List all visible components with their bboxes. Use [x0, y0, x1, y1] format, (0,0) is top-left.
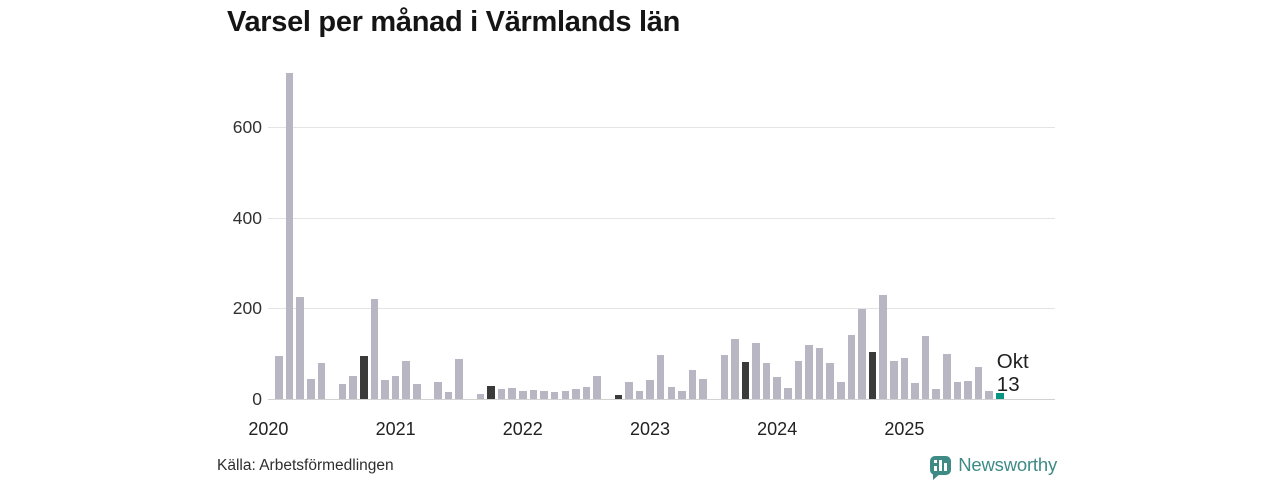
bar [794, 360, 803, 399]
bar [911, 383, 919, 399]
bar [296, 297, 304, 399]
bar [582, 386, 591, 399]
x-tick-label: 2021 [375, 419, 416, 439]
bar [900, 358, 909, 399]
bar [285, 72, 294, 399]
bar [593, 376, 601, 399]
annotation-value: 13 [996, 373, 1020, 396]
brand-name: Newsworthy [958, 454, 1057, 475]
bar [381, 380, 389, 399]
logo-dot [934, 459, 938, 463]
newsworthy-logo: Newsworthy [930, 454, 1057, 480]
bar [550, 392, 559, 399]
bar [646, 380, 654, 399]
bar [413, 384, 421, 399]
bar [476, 394, 485, 399]
logo-bar-1 [934, 465, 938, 471]
bar [402, 360, 410, 399]
bar-okt-dark [868, 351, 877, 399]
annotation-month: Okt [996, 350, 1029, 373]
bar [349, 376, 357, 399]
bar [858, 309, 866, 399]
chart-title: Varsel per månad i Värmlands län [227, 6, 680, 38]
bar [720, 355, 728, 399]
x-tick-label: 2024 [757, 419, 798, 439]
bar [275, 355, 283, 399]
bar [635, 391, 644, 399]
bar [847, 335, 856, 399]
bar [890, 360, 898, 399]
bar [338, 384, 347, 399]
bar [444, 392, 453, 399]
bar [656, 354, 665, 399]
x-tick-label: 2025 [884, 419, 925, 439]
gridline-200 [268, 308, 1055, 310]
bubble-tail [933, 472, 942, 480]
gridline-400 [268, 217, 1055, 219]
bar [921, 335, 930, 399]
bar [508, 387, 516, 399]
bar [572, 388, 580, 399]
bar-okt-dark [741, 362, 750, 399]
bar [762, 363, 771, 399]
bar [773, 377, 781, 399]
source-caption: Källa: Arbetsförmedlingen [217, 457, 394, 474]
logo-bar-3 [944, 462, 948, 471]
bar [837, 381, 845, 399]
bar [540, 391, 548, 399]
y-tick-label: 400 [232, 207, 262, 228]
bar [307, 378, 315, 399]
bar [370, 299, 379, 399]
gridline-600 [268, 127, 1055, 129]
bar [529, 389, 538, 399]
y-tick-label: 200 [232, 298, 262, 319]
bar [625, 381, 633, 399]
bar [497, 388, 506, 399]
bar [826, 363, 834, 399]
y-tick-label: 600 [232, 117, 262, 138]
bar [752, 343, 760, 399]
x-tick-label: 2020 [248, 419, 289, 439]
bar-okt-dark [487, 386, 495, 399]
annotation-last-point: Okt 13 [997, 350, 1029, 396]
bar [932, 389, 940, 399]
bar [784, 388, 792, 399]
bar-accent-okt [996, 393, 1004, 399]
y-tick-label: 0 [252, 389, 262, 409]
bar [815, 348, 824, 399]
logo-bar-2 [939, 459, 943, 471]
bar [805, 344, 813, 399]
bar [317, 362, 326, 399]
x-axis-line [268, 399, 1055, 400]
bar [434, 381, 442, 399]
bar [455, 359, 463, 399]
bar [678, 390, 686, 399]
bar [943, 353, 951, 399]
bar [699, 378, 707, 399]
bar [974, 367, 983, 399]
bar-okt-dark [360, 355, 368, 399]
x-tick-label: 2022 [502, 419, 543, 439]
bar [667, 387, 675, 399]
bar [879, 295, 887, 399]
bar [519, 391, 527, 399]
bar [985, 390, 993, 399]
bar [688, 370, 697, 399]
bar-okt-dark [614, 395, 622, 399]
bar-chart-bubble-icon [930, 455, 952, 480]
x-tick-label: 2023 [629, 419, 671, 439]
bar [391, 376, 400, 399]
bar [561, 391, 569, 399]
bar [953, 381, 962, 399]
bar [964, 380, 972, 399]
bar [731, 339, 739, 399]
